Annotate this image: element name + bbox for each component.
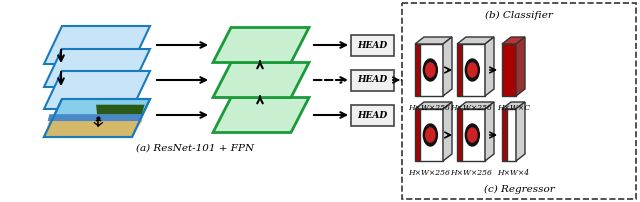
Text: H×W×256: H×W×256 <box>408 104 450 112</box>
Ellipse shape <box>465 58 480 82</box>
Polygon shape <box>44 49 150 87</box>
Polygon shape <box>462 109 485 161</box>
Polygon shape <box>485 37 494 96</box>
Polygon shape <box>516 102 525 161</box>
Polygon shape <box>457 109 462 161</box>
Polygon shape <box>44 26 150 64</box>
Polygon shape <box>415 44 420 96</box>
Polygon shape <box>96 105 145 114</box>
Polygon shape <box>213 98 309 133</box>
Text: (c) Regressor: (c) Regressor <box>484 184 554 194</box>
Bar <box>402 3 636 199</box>
FancyBboxPatch shape <box>351 35 394 56</box>
Polygon shape <box>507 109 516 161</box>
Polygon shape <box>457 44 462 96</box>
Ellipse shape <box>425 127 436 143</box>
Polygon shape <box>415 109 420 161</box>
Polygon shape <box>44 120 143 137</box>
Text: H×W×C: H×W×C <box>497 104 530 112</box>
Polygon shape <box>213 62 309 98</box>
Text: H×W×4: H×W×4 <box>497 169 529 177</box>
Polygon shape <box>502 102 525 109</box>
Text: H×W×256: H×W×256 <box>408 169 450 177</box>
Text: HEAD: HEAD <box>357 40 387 49</box>
Ellipse shape <box>422 123 438 147</box>
FancyBboxPatch shape <box>351 104 394 125</box>
Ellipse shape <box>425 62 436 78</box>
Polygon shape <box>502 37 525 44</box>
FancyBboxPatch shape <box>351 69 394 90</box>
Polygon shape <box>502 44 516 96</box>
Polygon shape <box>47 114 142 121</box>
Polygon shape <box>44 99 150 137</box>
Text: (b) Classifier: (b) Classifier <box>485 11 553 20</box>
Polygon shape <box>443 102 452 161</box>
Polygon shape <box>213 27 309 62</box>
Polygon shape <box>516 37 525 96</box>
Polygon shape <box>420 44 443 96</box>
Polygon shape <box>502 109 507 161</box>
Polygon shape <box>485 102 494 161</box>
Ellipse shape <box>467 127 477 143</box>
Text: HEAD: HEAD <box>357 110 387 120</box>
Text: HEAD: HEAD <box>357 76 387 84</box>
Polygon shape <box>415 102 452 109</box>
Ellipse shape <box>467 62 477 78</box>
Text: H×W×256: H×W×256 <box>450 104 492 112</box>
Text: H×W×256: H×W×256 <box>450 169 492 177</box>
Polygon shape <box>44 71 150 109</box>
Polygon shape <box>443 37 452 96</box>
Polygon shape <box>462 44 485 96</box>
Ellipse shape <box>465 123 480 147</box>
Polygon shape <box>415 37 452 44</box>
Ellipse shape <box>422 58 438 82</box>
Polygon shape <box>457 37 494 44</box>
Polygon shape <box>420 109 443 161</box>
Text: (a) ResNet-101 + FPN: (a) ResNet-101 + FPN <box>136 143 254 153</box>
Polygon shape <box>457 102 494 109</box>
